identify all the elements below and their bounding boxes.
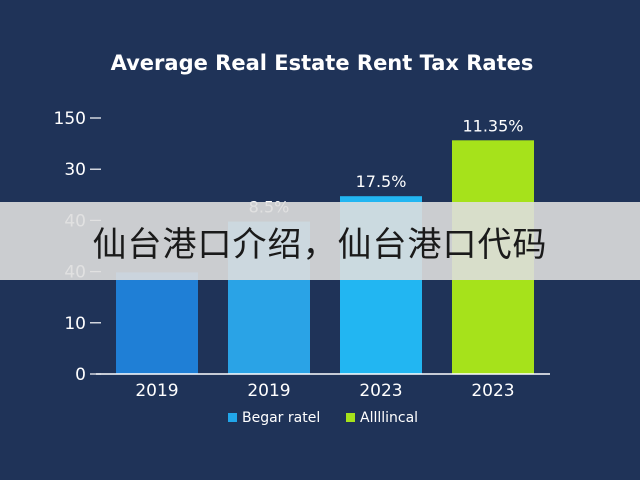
y-tick-label: 150: [54, 109, 86, 129]
legend-label-2: Allllincal: [360, 410, 418, 426]
x-axis: 2019 2019 2023 2023: [135, 381, 514, 401]
y-tick-label: 0: [75, 365, 86, 385]
overlay-banner: 仙台港口介绍，仙台港口代码: [0, 202, 640, 280]
data-label-3: 17.5%: [356, 172, 407, 191]
x-tick-label: 2019: [247, 381, 290, 401]
legend-swatch-2: [346, 413, 355, 422]
x-tick-label: 2023: [471, 381, 514, 401]
y-tick-label: 10: [64, 314, 86, 334]
data-label-4: 11.35%: [462, 116, 523, 135]
banner-text: 仙台港口介绍，仙台港口代码: [92, 224, 548, 265]
legend: Begar ratel Allllincal: [228, 410, 418, 426]
bar-1: [116, 272, 198, 374]
legend-swatch-1: [228, 413, 237, 422]
chart-title: Average Real Estate Rent Tax Rates: [111, 51, 534, 75]
x-tick-label: 2023: [359, 381, 402, 401]
x-tick-label: 2019: [135, 381, 178, 401]
y-tick-label: 30: [64, 160, 86, 180]
legend-label-1: Begar ratel: [242, 410, 320, 426]
